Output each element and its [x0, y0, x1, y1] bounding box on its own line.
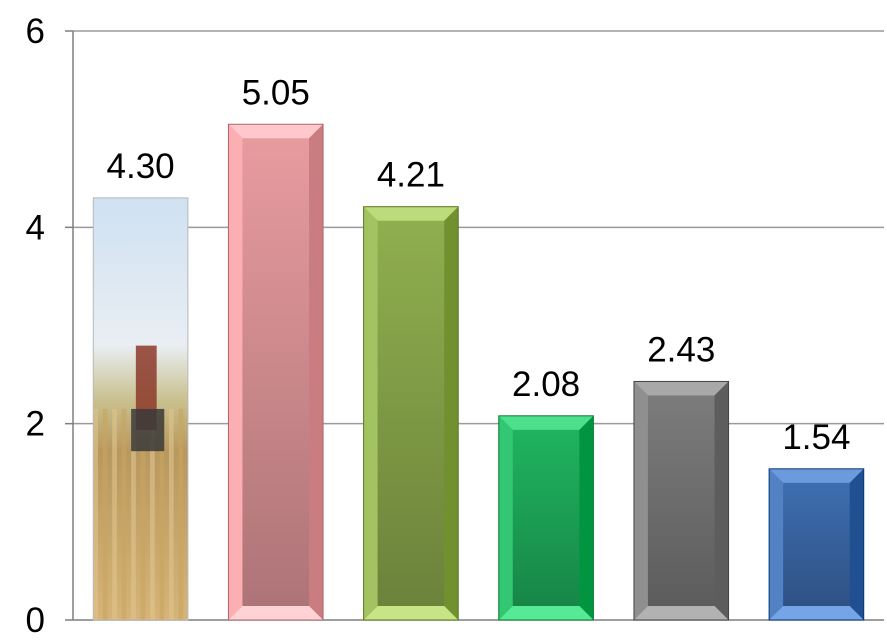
bar-bevel-top: [633, 381, 729, 396]
bar-bevel-right: [309, 124, 324, 620]
bars: [92, 123, 865, 621]
data-label: 1.54: [782, 418, 850, 457]
data-labels: 4.30 5.05 4.21 2.08 2.43 1.54: [107, 73, 851, 457]
bar-bevel-right: [714, 381, 729, 620]
bar-bevel-right: [579, 415, 594, 620]
y-tick-label: 6: [26, 12, 45, 51]
tractor-figure: [131, 408, 165, 452]
data-label: 2.43: [647, 330, 715, 369]
bar: [92, 197, 189, 621]
bar-outline: [498, 415, 594, 621]
gridlines: [73, 30, 884, 425]
data-label: 2.08: [512, 365, 580, 404]
y-tick-label: 4: [26, 208, 45, 247]
bar-bevel-top: [228, 124, 324, 139]
wheat-stripe: [140, 408, 146, 620]
bar-bevel-top: [769, 468, 864, 483]
bar: [227, 123, 324, 621]
wheat-stripe: [102, 408, 108, 620]
axes: [65, 30, 884, 621]
wheat-stripe: [131, 408, 136, 620]
wheat-stripe: [93, 408, 99, 620]
bar-inner-shade: [783, 482, 850, 606]
bar-bevel-left: [228, 124, 243, 620]
bar-bevel-top: [498, 415, 594, 430]
wheat-stripe: [178, 408, 184, 620]
bar-outline: [92, 197, 189, 621]
wheat-stripe: [168, 408, 174, 620]
bar-outline: [227, 123, 324, 621]
data-label: 5.05: [242, 73, 310, 112]
bar: [498, 415, 594, 621]
bar-bevel-bottom: [498, 606, 594, 620]
wheat-stripe: [150, 408, 155, 620]
wheat-stripe: [112, 408, 117, 620]
data-label: 4.21: [377, 156, 445, 195]
bar-outline: [633, 380, 730, 621]
bar: [768, 468, 865, 621]
wheat-stripe: [121, 408, 127, 620]
data-label: 4.30: [107, 147, 175, 186]
bar-bevel-left: [769, 468, 784, 620]
bar-inner-shade: [647, 395, 715, 606]
bar-bevel-left: [363, 206, 378, 621]
y-tick-label: 0: [26, 601, 45, 640]
bar: [363, 206, 459, 621]
bar: [633, 380, 730, 621]
bar-bevel-bottom: [228, 606, 324, 620]
bar-bevel-left: [498, 415, 513, 620]
bar-outline: [768, 468, 865, 621]
bar-bevel-top: [363, 206, 459, 221]
bar-outline: [363, 206, 459, 621]
bar-inner-shade: [242, 138, 310, 606]
y-tick-labels: 0 2 4 6: [26, 12, 45, 640]
bar-bevel-bottom: [633, 606, 729, 620]
y-tick-label: 2: [26, 405, 45, 444]
wheat-stripe: [159, 408, 165, 620]
bar-inner-shade: [512, 429, 580, 606]
bar-bevel-right: [444, 206, 459, 621]
bar-inner-shade: [377, 220, 445, 607]
bar-bevel-bottom: [363, 606, 459, 620]
bar-bevel-bottom: [769, 606, 864, 620]
bar-bevel-left: [633, 381, 648, 620]
bar-bevel-right: [849, 468, 864, 620]
